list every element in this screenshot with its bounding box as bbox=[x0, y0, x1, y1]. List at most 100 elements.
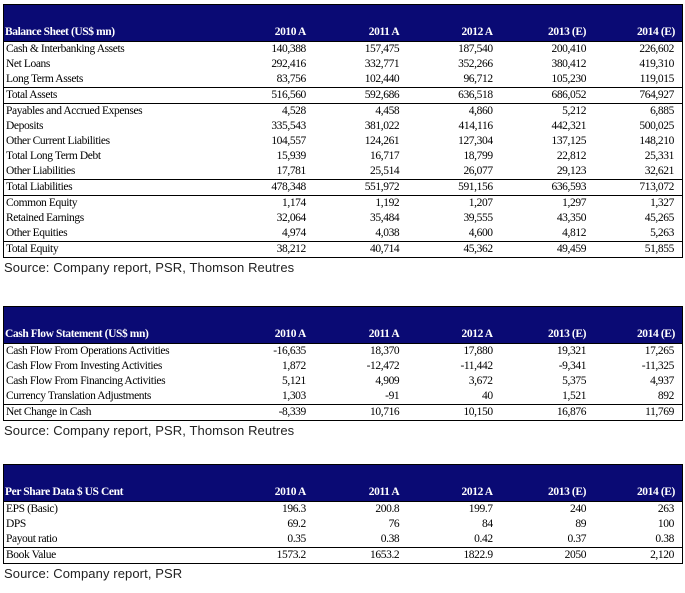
table-row: Cash Flow From Investing Activities 1,872… bbox=[4, 359, 683, 374]
value-cell: 83,756 bbox=[215, 72, 309, 88]
value-cell: 636,518 bbox=[402, 87, 496, 104]
row-label: DPS bbox=[6, 518, 26, 530]
value-cell: 226,602 bbox=[639, 43, 674, 55]
value-cell: 15,939 bbox=[276, 150, 307, 162]
value-cell: 16,876 bbox=[495, 404, 590, 421]
value-cell: 5,212 bbox=[562, 105, 587, 117]
value-cell: 4,038 bbox=[308, 226, 403, 242]
column-header: 2010 A bbox=[215, 464, 309, 502]
column-header: 2012 A bbox=[402, 464, 496, 502]
column-header: 2011 A bbox=[308, 4, 403, 42]
row-label: Payables and Accrued Expenses bbox=[6, 105, 143, 117]
cash-flow-table: Cash Flow Statement (US$ mn) 2010 A 2011 A… bbox=[3, 306, 683, 421]
value-cell: 2,120 bbox=[589, 547, 683, 564]
value-cell: 200.8 bbox=[375, 503, 400, 515]
value-cell: 11,769 bbox=[589, 404, 683, 421]
row-label: Cash Flow From Financing Activities bbox=[6, 375, 166, 387]
value-cell: 76 bbox=[388, 518, 400, 530]
balance-sheet-source: Source: Company report, PSR, Thomson Reu… bbox=[4, 260, 295, 275]
row-label: Cash & Interbanking Assets bbox=[6, 43, 125, 55]
value-cell: 104,557 bbox=[271, 135, 306, 147]
value-cell: 22,812 bbox=[556, 150, 587, 162]
table-row: DPS 69.2 76 84 89 100 bbox=[4, 517, 683, 532]
value-cell: 892 bbox=[589, 389, 683, 405]
value-cell: 84 bbox=[481, 518, 493, 530]
balance-sheet-section: Balance Sheet (US$ mn) 2010 A 2011 A 2012 A… bbox=[3, 4, 683, 275]
value-cell: 39,555 bbox=[463, 212, 493, 224]
column-header: 2014 (E) bbox=[589, 306, 683, 344]
row-label: Book Value bbox=[3, 547, 216, 564]
column-header: 2013 (E) bbox=[495, 4, 590, 42]
value-cell: 35,484 bbox=[370, 212, 400, 224]
value-cell: 0.42 bbox=[402, 532, 496, 548]
table-row: Total Assets 516,560 592,686 636,518 686,052… bbox=[3, 87, 683, 104]
table-title: Per Share Data $ US Cent bbox=[3, 464, 216, 502]
value-cell: 16,717 bbox=[370, 150, 400, 162]
value-cell: -91 bbox=[308, 389, 403, 405]
value-cell: 137,125 bbox=[551, 135, 587, 147]
value-cell: 380,412 bbox=[551, 58, 587, 70]
value-cell: 0.38 bbox=[589, 532, 683, 548]
row-label: Other Current Liabilities bbox=[6, 135, 110, 147]
column-header: 2014 (E) bbox=[589, 464, 683, 502]
table-row: Retained Earnings 32,064 35,484 39,555 43,35… bbox=[4, 211, 683, 226]
table-row: EPS (Basic) 196.3 200.8 199.7 240 263 bbox=[4, 502, 683, 518]
table-row: Payables and Accrued Expenses 4,528 4,458 4… bbox=[4, 104, 683, 120]
cash-flow-section: Cash Flow Statement (US$ mn) 2010 A 2011 A… bbox=[3, 306, 683, 438]
value-cell: 124,261 bbox=[364, 135, 400, 147]
value-cell: 40,714 bbox=[308, 241, 403, 258]
value-cell: 69.2 bbox=[287, 518, 306, 530]
value-cell: 4,860 bbox=[468, 105, 493, 117]
value-cell: 0.37 bbox=[495, 532, 590, 548]
table-row: Other Current Liabilities 104,557 124,261 1… bbox=[4, 134, 683, 149]
value-cell: 1,327 bbox=[650, 197, 674, 209]
value-cell: 102,440 bbox=[308, 72, 403, 88]
value-cell: -16,635 bbox=[273, 345, 306, 357]
value-cell: 6,885 bbox=[650, 105, 674, 117]
row-label: EPS (Basic) bbox=[6, 503, 58, 515]
table-row: Total Long Term Debt 15,939 16,717 18,799 22… bbox=[4, 149, 683, 164]
table-row: Book Value 1573.2 1653.2 1822.9 2050 2,120 bbox=[3, 547, 683, 564]
column-header: 2012 A bbox=[402, 4, 496, 42]
table-title: Cash Flow Statement (US$ mn) bbox=[3, 306, 216, 344]
value-cell: 5,121 bbox=[282, 375, 306, 387]
value-cell: 1573.2 bbox=[215, 547, 309, 564]
row-label: Other Liabilities bbox=[3, 164, 216, 180]
table-row: Common Equity 1,174 1,192 1,207 1,297 1,327 bbox=[4, 196, 683, 212]
value-cell: 5,263 bbox=[589, 226, 683, 242]
row-label: Long Term Assets bbox=[3, 72, 216, 88]
column-header: 2010 A bbox=[215, 306, 309, 344]
row-label: Retained Earnings bbox=[6, 212, 84, 224]
value-cell: 1,207 bbox=[468, 197, 493, 209]
value-cell: 32,621 bbox=[589, 164, 683, 180]
value-cell: 43,350 bbox=[556, 212, 587, 224]
balance-sheet-table: Balance Sheet (US$ mn) 2010 A 2011 A 2012 A… bbox=[3, 4, 683, 258]
column-header: 2012 A bbox=[402, 306, 496, 344]
row-label: Other Equities bbox=[3, 226, 216, 242]
value-cell: 1,521 bbox=[495, 389, 590, 405]
value-cell: 764,927 bbox=[589, 87, 683, 104]
value-cell: 29,123 bbox=[495, 164, 590, 180]
value-cell: 119,015 bbox=[589, 72, 683, 88]
value-cell: 127,304 bbox=[458, 135, 493, 147]
value-cell: 199.7 bbox=[468, 503, 493, 515]
value-cell: 381,022 bbox=[364, 120, 400, 132]
value-cell: 89 bbox=[575, 518, 587, 530]
row-label: Net Loans bbox=[6, 58, 50, 70]
value-cell: 140,388 bbox=[271, 43, 306, 55]
per-share-source: Source: Company report, PSR bbox=[4, 566, 183, 581]
value-cell: 591,156 bbox=[402, 179, 496, 196]
value-cell: 51,855 bbox=[589, 241, 683, 258]
value-cell: 105,230 bbox=[495, 72, 590, 88]
table-row: Deposits 335,543 381,022 414,116 442,321 500,… bbox=[4, 119, 683, 134]
table-row: Cash Flow From Financing Activities 5,121… bbox=[4, 374, 683, 389]
value-cell: 4,937 bbox=[650, 375, 674, 387]
value-cell: -11,325 bbox=[641, 360, 675, 372]
per-share-header-row: Per Share Data $ US Cent 2010 A 2011 A 2012… bbox=[3, 464, 683, 502]
value-cell: 551,972 bbox=[308, 179, 403, 196]
value-cell: 26,077 bbox=[402, 164, 496, 180]
row-label: Total Equity bbox=[3, 241, 216, 258]
value-cell: 1,174 bbox=[282, 197, 306, 209]
value-cell: 686,052 bbox=[495, 87, 590, 104]
value-cell: 25,514 bbox=[308, 164, 403, 180]
